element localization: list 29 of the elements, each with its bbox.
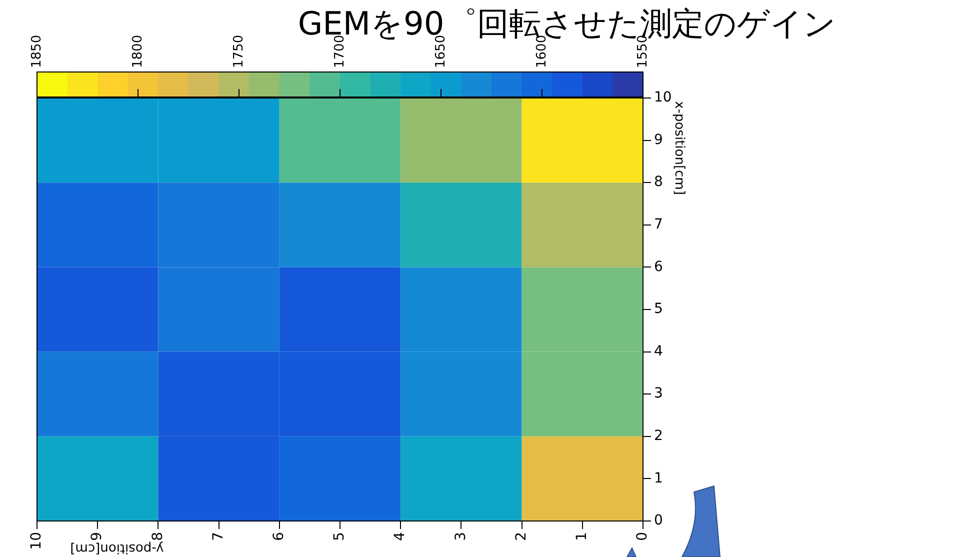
y-tick-label: 1 <box>654 470 663 486</box>
x-tick-label: 4 <box>392 532 408 541</box>
y-axis-title: x-position[cm] <box>672 101 687 195</box>
x-tick-label: 9 <box>89 532 106 541</box>
y-tick-label: 3 <box>654 386 663 402</box>
x-tick-label: 2 <box>513 532 530 541</box>
x-tick-label: 0 <box>634 532 651 541</box>
y-tick-label: 10 <box>654 90 672 106</box>
x-tick-label: 8 <box>150 532 166 541</box>
x-tick-label: 5 <box>332 532 348 541</box>
y-tick-label: 2 <box>654 428 663 444</box>
y-tick-label: 7 <box>654 216 663 233</box>
x-axis-title: y-position[cm] <box>70 540 164 556</box>
x-tick-label: 10 <box>28 532 45 550</box>
color-bar-label: 1850 <box>29 34 44 68</box>
y-tick-label: 5 <box>654 301 663 318</box>
color-bar-label: 1750 <box>231 34 246 68</box>
y-tick-label: 6 <box>654 258 663 275</box>
x-tick-label: 1 <box>574 532 590 541</box>
color-bar-label: 1800 <box>130 34 146 68</box>
color-bar-label: 1650 <box>433 34 448 68</box>
y-tick-label: 4 <box>654 343 663 360</box>
y-tick-label: 0 <box>654 512 663 529</box>
x-tick-label: 6 <box>271 532 288 541</box>
x-tick-label: 7 <box>210 532 226 541</box>
y-tick-label: 9 <box>654 132 663 148</box>
color-bar-label: 1700 <box>332 34 348 68</box>
x-tick-label: 3 <box>452 532 469 541</box>
y-tick-label: 8 <box>654 174 663 190</box>
